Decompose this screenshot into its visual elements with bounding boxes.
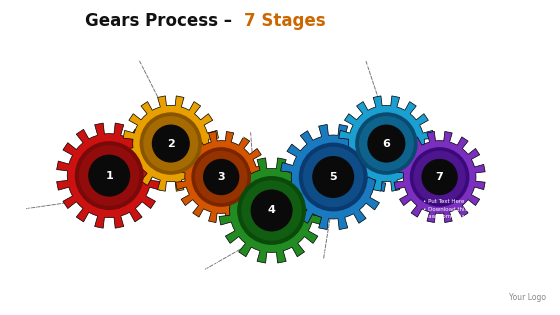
- Polygon shape: [123, 96, 218, 191]
- FancyArrowPatch shape: [152, 145, 172, 166]
- Circle shape: [359, 116, 414, 171]
- Circle shape: [88, 155, 130, 197]
- Circle shape: [192, 147, 251, 207]
- Polygon shape: [394, 131, 485, 223]
- Circle shape: [355, 112, 418, 175]
- Text: • Put Your Text Here
• Download this
• awesome diagram: • Put Your Text Here • Download this • a…: [120, 49, 177, 68]
- Polygon shape: [339, 96, 434, 191]
- Circle shape: [241, 180, 302, 241]
- Circle shape: [79, 146, 139, 206]
- Circle shape: [422, 159, 458, 195]
- Circle shape: [237, 176, 306, 245]
- Text: Gears Process –: Gears Process –: [85, 12, 238, 30]
- FancyArrowPatch shape: [246, 205, 270, 216]
- Circle shape: [413, 151, 466, 203]
- Circle shape: [367, 124, 405, 163]
- Circle shape: [139, 112, 202, 175]
- Text: 4: 4: [268, 205, 276, 215]
- FancyArrowPatch shape: [208, 157, 223, 175]
- Circle shape: [195, 151, 248, 203]
- Text: • Your Text Here
• Download this
• awesome diagram: • Your Text Here • Download this • aweso…: [232, 120, 289, 139]
- Text: 7 Stages: 7 Stages: [244, 12, 325, 30]
- FancyArrowPatch shape: [424, 155, 441, 175]
- FancyArrowPatch shape: [375, 145, 388, 163]
- Text: • Your Text  Here
• Download this
• awesome diagram: • Your Text Here • Download this • aweso…: [6, 199, 62, 219]
- Polygon shape: [176, 131, 267, 223]
- Circle shape: [312, 156, 354, 198]
- Text: 5: 5: [329, 172, 337, 182]
- Text: 2: 2: [167, 139, 175, 149]
- Text: 7: 7: [436, 172, 444, 182]
- Text: 3: 3: [217, 172, 225, 182]
- Circle shape: [250, 189, 292, 232]
- Polygon shape: [219, 158, 324, 263]
- Text: Your Logo: Your Logo: [509, 294, 546, 302]
- Circle shape: [74, 141, 143, 210]
- Text: 1: 1: [105, 171, 113, 180]
- Text: • Put Text Here
• Download this
• awesome diagram: • Put Text Here • Download this • awesom…: [185, 261, 241, 280]
- Text: • Put Text Here
• Download this
• awesome diagram: • Put Text Here • Download this • awesom…: [347, 49, 404, 68]
- Polygon shape: [281, 124, 386, 230]
- FancyArrowPatch shape: [303, 170, 332, 181]
- Circle shape: [410, 147, 469, 207]
- Circle shape: [303, 147, 363, 207]
- Circle shape: [299, 143, 367, 211]
- Text: 6: 6: [382, 139, 390, 149]
- Circle shape: [152, 124, 190, 163]
- Text: • Your Text Here
• Download this
• awesome diagram: • Your Text Here • Download this • aweso…: [305, 251, 362, 270]
- Circle shape: [143, 116, 198, 171]
- Text: • Put Text Here
• Download this
• awesome diagram: • Put Text Here • Download this • awesom…: [423, 199, 479, 219]
- Polygon shape: [57, 123, 162, 228]
- Circle shape: [203, 159, 240, 195]
